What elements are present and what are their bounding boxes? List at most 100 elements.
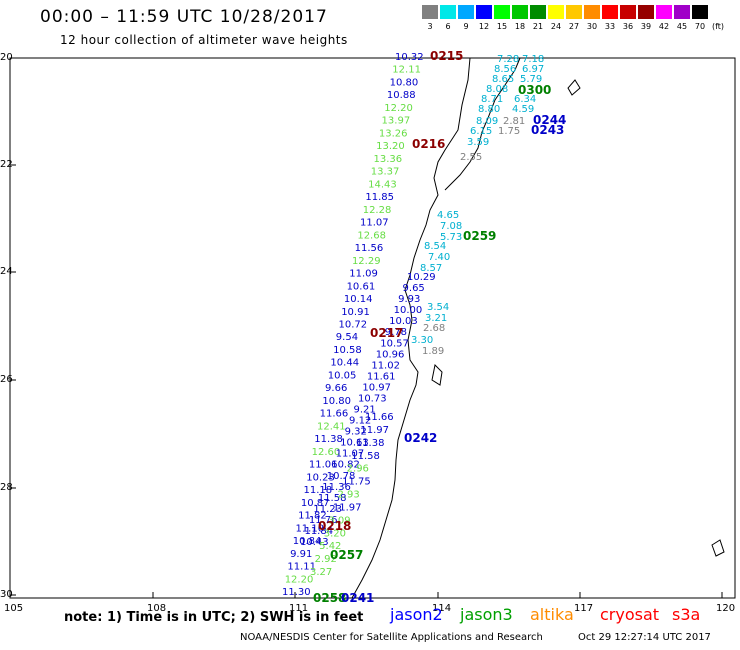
wave-height-value: 3.54 — [427, 302, 449, 313]
wave-height-value: 11.66 — [365, 412, 394, 423]
wave-height-value: 12.41 — [317, 421, 346, 432]
lat-tick-label: 26 — [0, 374, 13, 385]
colorbar-swatch — [656, 5, 672, 19]
legend-jason2: jason2 — [390, 605, 443, 624]
wave-height-value: 11.76 — [309, 515, 338, 526]
wave-height-value: 8.56 — [494, 64, 516, 75]
wave-height-value: 10.73 — [358, 393, 387, 404]
wave-height-value: 9.65 — [403, 283, 425, 294]
colorbar-tick-label: 9 — [463, 22, 469, 31]
wave-height-value: 10.44 — [330, 358, 359, 369]
wave-height-value: 9.54 — [336, 332, 358, 343]
pass-time-label: 0244 — [533, 113, 566, 127]
coastline — [351, 57, 471, 599]
wave-height-value: 10.23 — [306, 472, 335, 483]
wave-height-value: 11.30 — [282, 587, 311, 598]
legend-s3a: s3a — [672, 605, 701, 624]
wave-height-value: 11.18 — [304, 485, 333, 496]
colorbar-swatch — [458, 5, 474, 19]
wave-height-value: 11.56 — [355, 243, 384, 254]
island-outline-2 — [431, 363, 443, 386]
wave-height-value: 10.88 — [387, 90, 416, 101]
lat-tick-label: 20 — [0, 52, 13, 63]
wave-height-value: 13.37 — [371, 167, 400, 178]
wave-height-value: 11.97 — [360, 425, 389, 436]
wave-height-value: 3.09 — [328, 515, 350, 526]
wave-height-value: 11.11 — [287, 562, 316, 573]
colorbar-swatch — [494, 5, 510, 19]
wave-height-value: 2.55 — [460, 152, 482, 163]
pass-time-label: 0215 — [430, 49, 463, 63]
colorbar-unit: (ft) — [711, 22, 725, 31]
footer-note: note: 1) Time is in UTC; 2) SWH is in fe… — [64, 610, 364, 625]
colorbar-swatch — [692, 5, 708, 19]
wave-height-value: 11.38 — [356, 438, 385, 449]
wave-height-value: 11.75 — [342, 477, 371, 488]
wave-height-value: 5.73 — [440, 232, 462, 243]
wave-height-value: 9.32 — [345, 427, 367, 438]
wave-height-value: 13.97 — [382, 116, 411, 127]
colorbar-tick-label: 36 — [622, 22, 634, 31]
wave-height-value: 13.36 — [373, 154, 402, 165]
wave-height-value: 10.00 — [394, 305, 423, 316]
pass-time-label: 0300 — [518, 83, 551, 97]
wave-height-value: 6.15 — [470, 126, 492, 137]
wave-height-value: 3.20 — [324, 528, 346, 539]
pass-time-label: 0259 — [463, 229, 496, 243]
legend-cryosat: cryosat — [600, 605, 660, 624]
wave-height-value: 13.26 — [379, 128, 408, 139]
colorbar-swatch — [638, 5, 654, 19]
island-outline-3 — [711, 539, 725, 557]
pass-time-label: 0242 — [404, 431, 437, 445]
colorbar-tick-label: 6 — [445, 22, 451, 31]
wave-height-value: 9.78 — [385, 327, 407, 338]
wave-height-value: 9.21 — [354, 405, 376, 416]
wave-height-value: 10.61 — [347, 281, 376, 292]
wave-height-value: 9.12 — [349, 416, 371, 427]
colorbar-tick-label: 45 — [676, 22, 688, 31]
wave-height-value: 3.30 — [411, 335, 433, 346]
wave-height-value: 10.05 — [328, 370, 357, 381]
colorbar-tick-label: 33 — [604, 22, 616, 31]
map-subtitle: 12 hour collection of altimeter wave hei… — [60, 33, 348, 47]
wave-height-value: 11.85 — [365, 192, 394, 203]
legend-jason3: jason3 — [460, 605, 513, 624]
wave-height-value: 3.27 — [310, 567, 332, 578]
wave-height-value: 12.20 — [384, 103, 413, 114]
colorbar-tick-label: 24 — [550, 22, 562, 31]
wave-height-value: 9.93 — [398, 294, 420, 305]
wave-height-value: 10.03 — [389, 316, 418, 327]
wave-height-value: 12.20 — [285, 574, 314, 585]
wave-height-value: 8.08 — [486, 84, 508, 95]
wave-height-value: 11.10 — [295, 523, 324, 534]
wave-height-value: 12.11 — [392, 65, 421, 76]
colorbar-tick-label: 18 — [514, 22, 526, 31]
wave-height-value: 7.40 — [428, 252, 450, 263]
wave-height-value: 6.34 — [514, 94, 536, 105]
wave-height-value: 5.42 — [319, 541, 341, 552]
wave-height-value: 10.82 — [331, 460, 360, 471]
wave-height-value: 9.66 — [325, 383, 347, 394]
wave-height-value: 7.18 — [522, 54, 544, 65]
wave-height-value: 11.84 — [304, 526, 333, 537]
colorbar-tick-label: 21 — [532, 22, 544, 31]
wave-height-value: 2.92 — [315, 554, 337, 565]
colorbar-tick-label: 15 — [496, 22, 508, 31]
pass-time-label: 0241 — [341, 591, 374, 605]
wave-height-value: 10.80 — [322, 396, 351, 407]
wave-height-value: 8.09 — [476, 116, 498, 127]
colorbar-swatch — [584, 5, 600, 19]
wave-height-value: 10.87 — [301, 498, 330, 509]
wave-height-value: 8.65 — [492, 74, 514, 85]
colorbar-swatch — [602, 5, 618, 19]
colorbar-tick-label: 27 — [568, 22, 580, 31]
wave-height-labels: 10.3212.1110.8010.8812.2013.9713.2613.20… — [282, 52, 544, 598]
wave-height-value: 11.36 — [322, 482, 351, 493]
wave-height-value: 11.07 — [336, 449, 365, 460]
wave-height-value: 10.72 — [339, 320, 368, 331]
wave-height-value: 2.96 — [347, 464, 369, 475]
map-frame — [9, 57, 736, 599]
wave-height-value: 10.14 — [344, 294, 373, 305]
wave-height-value: 11.07 — [360, 218, 389, 229]
wave-height-value: 11.02 — [371, 360, 400, 371]
